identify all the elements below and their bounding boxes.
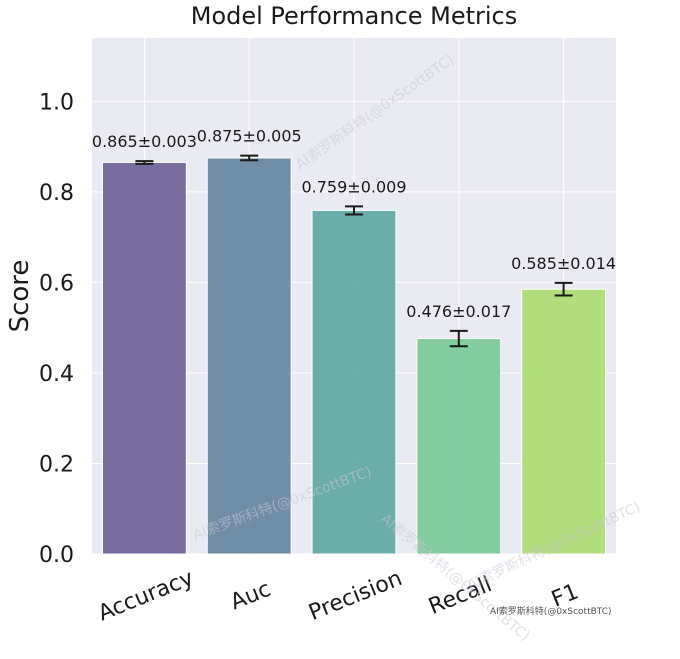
- error-bars: [135, 154, 573, 348]
- bar-f1: [521, 288, 607, 555]
- x-tick-label: Accuracy: [95, 566, 198, 627]
- x-tick-label: Precision: [305, 566, 405, 626]
- bar-auc: [206, 157, 292, 555]
- bar-precision: [311, 209, 397, 555]
- bar-value-label: 0.865±0.003: [92, 132, 197, 151]
- bar-value-label: 0.476±0.017: [406, 302, 511, 321]
- y-axis-label: Score: [5, 260, 35, 333]
- error-bar: [449, 329, 468, 348]
- bar-value-label: 0.585±0.014: [511, 254, 616, 273]
- y-axis-ticks: 0.0 0.2 0.4 0.6 0.8 1.0: [39, 90, 74, 568]
- y-tick-label: 0.0: [39, 543, 74, 568]
- bars: [101, 157, 607, 555]
- error-bar: [240, 154, 259, 162]
- bar-recall: [416, 338, 502, 555]
- bar-value-label: 0.759±0.009: [301, 177, 406, 196]
- y-tick-label: 0.2: [39, 452, 74, 477]
- watermark-credit: AI索罗斯科特(@0xScottBTC): [490, 605, 612, 617]
- y-tick-label: 0.6: [39, 271, 74, 296]
- error-bar: [135, 160, 154, 165]
- y-tick-label: 0.8: [39, 181, 74, 206]
- x-tick-label: Auc: [227, 577, 274, 616]
- error-bar: [345, 205, 363, 216]
- bar-value-label: 0.875±0.005: [197, 127, 302, 146]
- chart-title: Model Performance Metrics: [191, 2, 518, 30]
- value-labels: 0.865±0.003 0.875±0.005 0.759±0.009 0.476±0…: [92, 127, 616, 321]
- bar-accuracy: [101, 161, 187, 555]
- y-tick-label: 1.0: [39, 90, 74, 115]
- error-bar: [554, 281, 573, 297]
- y-tick-label: 0.4: [39, 362, 74, 387]
